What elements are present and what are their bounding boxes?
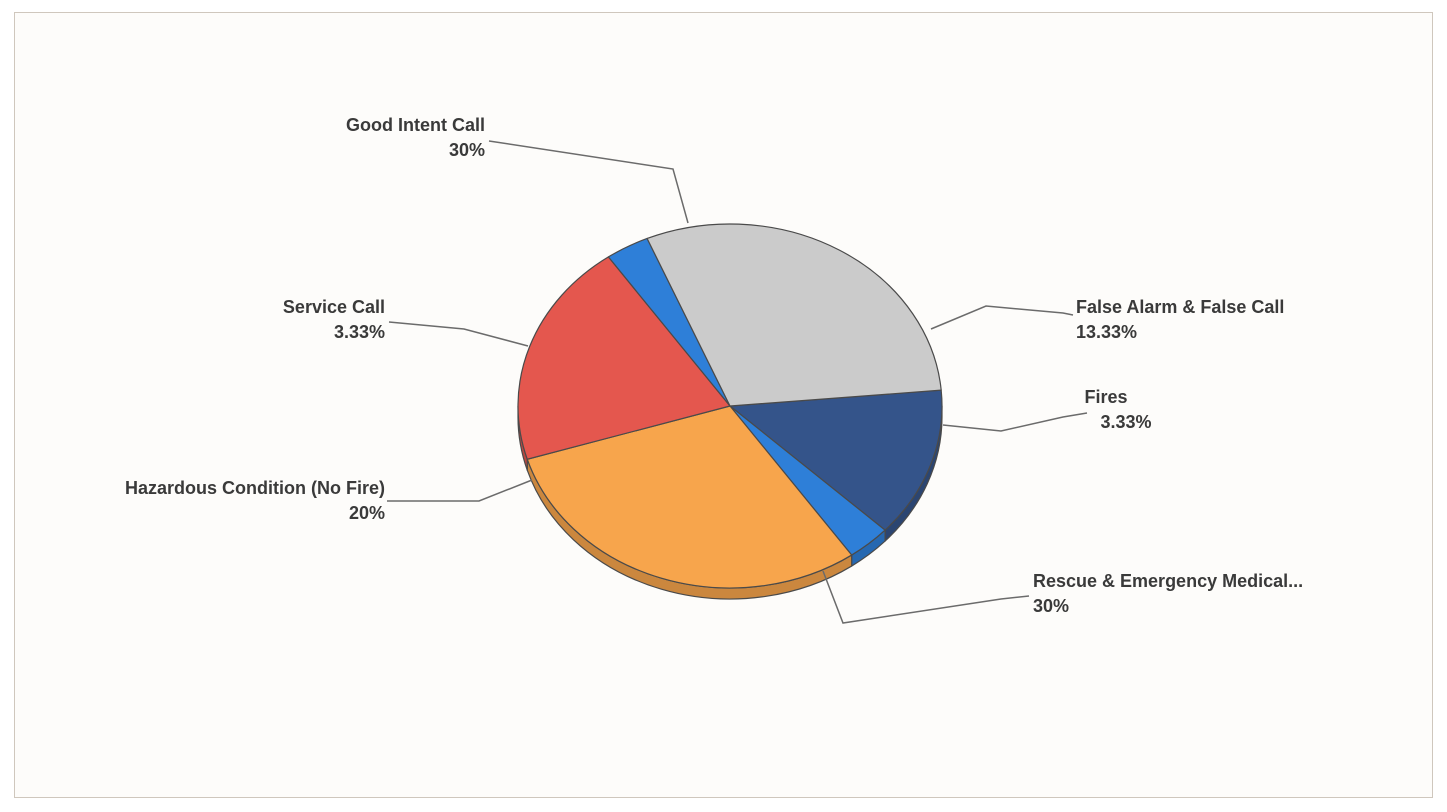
leader-line-4 <box>388 321 529 347</box>
pie-chart: False Alarm & False Call 13.33% Fires 3.33%… <box>125 115 1303 624</box>
leader-line-5 <box>488 140 689 224</box>
leader-line-1 <box>942 412 1088 432</box>
slice-value-4: 3.33% <box>334 322 385 342</box>
slice-labels: False Alarm & False Call 13.33% Fires 3.33%… <box>125 115 1303 616</box>
slice-label-5: Good Intent Call <box>346 115 485 135</box>
pie-slices <box>517 223 943 589</box>
slice-label-0: False Alarm & False Call <box>1076 297 1284 317</box>
slice-label-4: Service Call <box>283 297 385 317</box>
leader-lines <box>387 140 1088 624</box>
slice-label-1: Fires <box>1084 387 1127 407</box>
pie-slice-3 <box>517 256 731 460</box>
slice-value-5: 30% <box>449 140 485 160</box>
pie-slice-2 <box>526 405 853 589</box>
slice-label-3: Hazardous Condition (No Fire) <box>125 478 385 498</box>
slice-value-2: 30% <box>1033 596 1069 616</box>
slice-value-1: 3.33% <box>1100 412 1151 432</box>
slice-value-0: 13.33% <box>1076 322 1137 342</box>
pie-slice-0 <box>729 389 943 531</box>
chart-frame: False Alarm & False Call 13.33% Fires 3.33%… <box>14 12 1433 798</box>
slice-label-2: Rescue & Emergency Medical... <box>1033 571 1303 591</box>
leader-line-3 <box>387 479 533 502</box>
leader-line-2 <box>822 570 1030 624</box>
pie-slice-5 <box>646 223 942 407</box>
leader-line-0 <box>930 305 1074 330</box>
slice-value-3: 20% <box>349 503 385 523</box>
